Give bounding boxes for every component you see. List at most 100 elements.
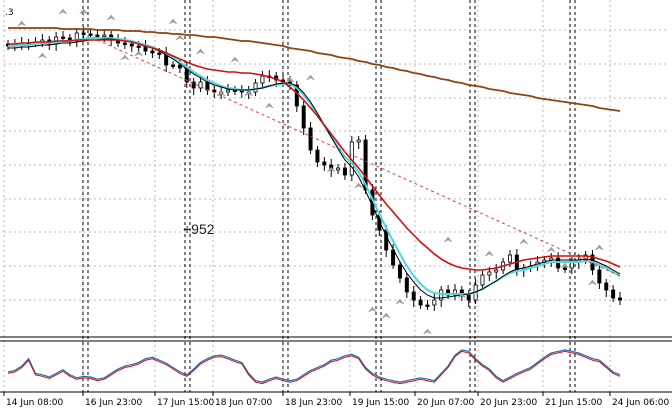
fractal-marker-icon xyxy=(58,8,68,15)
candle-body xyxy=(432,299,437,306)
candle-body xyxy=(88,33,93,36)
ma-fast-line xyxy=(8,37,621,295)
oscillator-subwindow xyxy=(7,349,621,385)
candle-body xyxy=(597,269,602,284)
fractal-marker-icon xyxy=(382,312,391,319)
fractal-marker-icon xyxy=(560,262,570,269)
candle-body xyxy=(81,32,86,35)
ma-long-line xyxy=(8,27,621,112)
candle-body xyxy=(171,64,176,67)
fractal-marker-icon xyxy=(595,244,604,251)
time-axis-label: 20 Jun 07:00 xyxy=(417,398,475,408)
fractal-marker-icon xyxy=(175,34,185,41)
candle-body xyxy=(322,161,327,166)
fractal-marker-icon xyxy=(443,236,453,243)
candlestick-series xyxy=(6,27,623,311)
time-axis xyxy=(3,392,611,396)
fractal-marker-icon xyxy=(547,246,556,253)
candle-body xyxy=(205,81,210,91)
candle-body xyxy=(191,81,196,89)
candle-body xyxy=(466,294,471,301)
time-axis-label: 17 Jun 15:00 xyxy=(157,398,215,408)
candle-body xyxy=(611,289,616,299)
oscillator-main-line xyxy=(7,349,621,383)
candle-body xyxy=(226,89,231,93)
fractal-marker-icon xyxy=(457,292,466,299)
fractal-marker-icon xyxy=(38,52,47,59)
ma-mid-line xyxy=(8,38,621,299)
fractal-marker-icon xyxy=(230,56,240,63)
time-axis-label: 16 Jun 23:00 xyxy=(85,398,143,408)
candle-body xyxy=(336,167,341,171)
candle-body xyxy=(342,167,347,176)
fractal-marker-icon xyxy=(244,90,253,97)
fractal-marker-icon xyxy=(120,54,130,61)
grid-layer xyxy=(0,0,672,393)
candle-body xyxy=(253,82,258,93)
candle-body xyxy=(618,297,623,301)
trend-annotation-label: +952 xyxy=(183,221,215,237)
price-scale-label: .3 xyxy=(5,8,14,18)
fractal-marker-icon xyxy=(79,8,88,15)
candle-body xyxy=(150,50,155,54)
fractal-marker-icon xyxy=(265,102,274,109)
candle-body xyxy=(122,42,127,45)
fractal-marker-icon xyxy=(519,238,528,245)
time-axis-label: 24 Jun 06:00 xyxy=(612,398,670,408)
time-axis-label: 21 Jun 15:00 xyxy=(545,398,603,408)
candle-body xyxy=(129,43,134,47)
fractal-marker-icon xyxy=(368,306,377,313)
candle-body xyxy=(102,34,107,37)
candle-body xyxy=(494,269,499,273)
time-axis-label: 20 Jun 23:00 xyxy=(480,398,538,408)
candle-body xyxy=(425,304,430,307)
candle-body xyxy=(507,254,512,263)
fractal-marker-icon xyxy=(196,48,205,55)
candle-body xyxy=(356,139,361,143)
candle-body xyxy=(212,89,217,93)
candle-body xyxy=(487,271,492,276)
fractal-marker-icon xyxy=(485,250,494,257)
candle-body xyxy=(404,277,409,293)
fractal-marker-icon xyxy=(588,279,597,286)
candle-body xyxy=(61,36,66,39)
fractal-marker-icon xyxy=(285,76,295,83)
time-axis-label: 19 Jun 15:00 xyxy=(352,398,410,408)
fractal-marker-icon xyxy=(17,20,26,27)
candle-body xyxy=(95,34,100,37)
fractal-marker-icon xyxy=(423,328,432,335)
fractal-marker-icon xyxy=(106,14,116,21)
candle-body xyxy=(301,105,306,129)
candle-body xyxy=(391,249,396,266)
ma-slow-line xyxy=(8,39,621,271)
fractal-marker-icon xyxy=(327,166,336,173)
candle-body xyxy=(418,299,423,306)
candle-body xyxy=(136,45,141,48)
candle-body xyxy=(308,127,313,151)
candle-body xyxy=(411,291,416,301)
session-separator-lines xyxy=(82,0,576,392)
fractal-markers xyxy=(17,8,604,335)
moving-average-lines xyxy=(8,27,621,299)
fractal-marker-icon xyxy=(217,90,226,97)
candle-body xyxy=(157,52,162,55)
fractal-marker-icon xyxy=(354,182,363,189)
candle-body xyxy=(177,64,182,69)
time-axis-label: 18 Jun 23:00 xyxy=(285,398,343,408)
candle-body xyxy=(260,75,265,84)
candle-body xyxy=(562,267,567,270)
fractal-marker-icon xyxy=(306,74,315,81)
time-axis-label: 18 Jun 07:00 xyxy=(215,398,273,408)
oscillator-signal-line xyxy=(7,350,621,385)
fractal-marker-icon xyxy=(168,18,178,25)
candle-body xyxy=(397,264,402,279)
candle-body xyxy=(198,81,203,89)
time-axis-label: 14 Jun 08:00 xyxy=(6,398,64,408)
candle-body xyxy=(315,149,320,163)
fractal-marker-icon xyxy=(134,50,143,57)
candle-body xyxy=(480,274,485,286)
candle-body xyxy=(604,282,609,291)
